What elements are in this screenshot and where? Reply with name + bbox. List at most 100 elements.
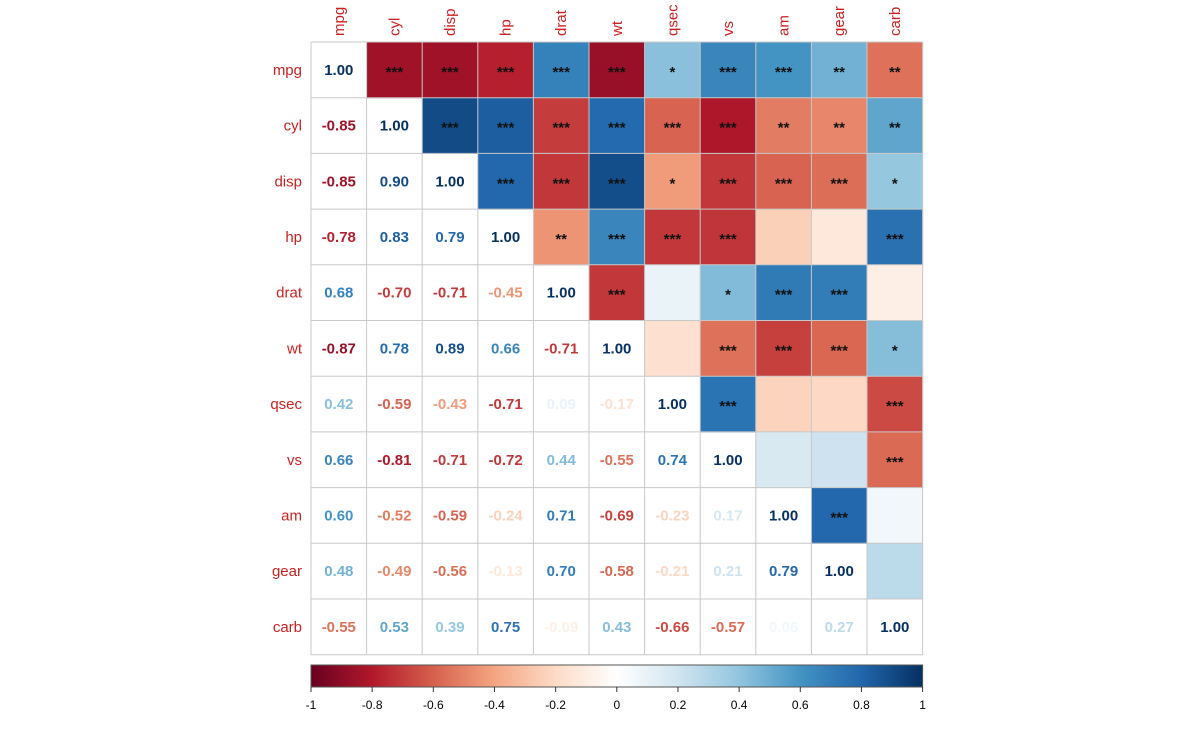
- cell-mpg-drat: [533, 42, 590, 99]
- significance-hp-vs: ***: [719, 231, 737, 248]
- coefficient-am-wt: -0.69: [600, 507, 634, 524]
- coefficient-vs-wt: -0.55: [600, 452, 634, 469]
- significance-hp-qsec: ***: [664, 231, 682, 248]
- cell-mpg-qsec: [644, 42, 701, 99]
- cell-cyl-disp: [422, 97, 479, 154]
- coefficient-gear-drat: 0.70: [547, 563, 576, 580]
- significance-cyl-wt: ***: [608, 120, 626, 137]
- colorbar: -1 -0.8 -0.6 -0.4 -0.2 0 0.2 0.4 0.6 0.8 1: [306, 664, 926, 712]
- coefficient-gear-am: 0.79: [769, 563, 798, 580]
- coefficient-drat-disp: -0.71: [433, 285, 467, 302]
- cell-qsec-gear: [811, 376, 868, 433]
- coefficient-hp-cyl: 0.83: [380, 229, 409, 246]
- coefficient-wt-hp: 0.66: [491, 340, 520, 357]
- coefficient-carb-hp: 0.75: [491, 619, 520, 636]
- colorbar-tick-label: -1: [306, 698, 317, 712]
- cell-disp-am: [755, 153, 812, 210]
- coefficient-disp-disp: 1.00: [435, 173, 464, 190]
- cell-hp-gear: [811, 209, 868, 266]
- coefficient-qsec-drat: 0.09: [547, 396, 576, 413]
- coefficient-carb-wt: 0.43: [602, 619, 631, 636]
- heatmap-grid: [310, 41, 924, 656]
- row-label-carb: carb: [273, 619, 302, 636]
- colorbar-tick-label: 0.6: [792, 698, 809, 712]
- coefficient-drat-cyl: -0.70: [377, 285, 411, 302]
- cell-vs-carb: [867, 431, 924, 489]
- significance-disp-hp: ***: [497, 175, 515, 192]
- cell-wt-carb: [867, 320, 924, 377]
- coefficient-carb-disp: 0.39: [435, 619, 464, 636]
- significance-cyl-am: **: [778, 120, 790, 137]
- significance-qsec-carb: ***: [886, 398, 904, 415]
- significance-disp-qsec: *: [669, 175, 675, 192]
- coefficient-am-hp: -0.24: [488, 507, 523, 524]
- coefficient-carb-qsec: -0.66: [655, 619, 689, 636]
- cell-hp-qsec: [644, 209, 701, 266]
- cell-cyl-qsec: [644, 97, 701, 154]
- coefficient-carb-cyl: 0.53: [380, 619, 409, 636]
- significance-drat-gear: ***: [830, 287, 848, 304]
- significance-mpg-drat: ***: [552, 64, 570, 81]
- cell-wt-gear: [811, 320, 868, 377]
- significance-disp-gear: ***: [830, 175, 848, 192]
- coefficient-vs-qsec: 0.74: [658, 452, 688, 469]
- coefficient-wt-wt: 1.00: [602, 340, 631, 357]
- cell-hp-vs: [700, 209, 757, 266]
- coefficient-gear-wt: -0.58: [600, 563, 634, 580]
- coefficient-qsec-wt: -0.17: [600, 396, 634, 413]
- column-label-hp: hp: [498, 19, 515, 36]
- significance-mpg-hp: ***: [497, 64, 515, 81]
- significance-hp-wt: ***: [608, 231, 626, 248]
- coefficient-cyl-cyl: 1.00: [380, 118, 409, 135]
- column-label-wt: wt: [609, 20, 626, 37]
- significance-drat-am: ***: [775, 287, 793, 304]
- colorbar-tick-label: 1: [919, 698, 926, 712]
- significance-wt-gear: ***: [830, 342, 848, 359]
- coefficient-wt-disp: 0.89: [435, 340, 464, 357]
- coefficient-carb-gear: 0.27: [825, 619, 854, 636]
- significance-mpg-carb: **: [889, 64, 901, 81]
- significance-mpg-cyl: ***: [386, 64, 404, 81]
- cell-cyl-vs: [700, 97, 757, 154]
- column-label-cyl: cyl: [386, 18, 403, 36]
- cell-hp-am: [755, 209, 812, 266]
- coefficient-mpg-mpg: 1.00: [324, 62, 353, 79]
- significance-cyl-qsec: ***: [664, 120, 682, 137]
- column-label-gear: gear: [831, 6, 848, 36]
- coefficient-drat-drat: 1.00: [547, 285, 576, 302]
- significance-disp-vs: ***: [719, 175, 737, 192]
- coefficient-vs-mpg: 0.66: [324, 452, 353, 469]
- significance-cyl-hp: ***: [497, 120, 515, 137]
- cell-wt-qsec: [644, 320, 701, 377]
- cell-drat-wt: [589, 264, 646, 321]
- coefficient-gear-vs: 0.21: [713, 563, 742, 580]
- significance-cyl-vs: ***: [719, 120, 737, 137]
- significance-drat-vs: *: [725, 287, 731, 304]
- coefficient-am-cyl: -0.52: [377, 507, 411, 524]
- significance-drat-wt: ***: [608, 287, 626, 304]
- coefficient-am-vs: 0.17: [713, 507, 742, 524]
- significance-mpg-vs: ***: [719, 64, 737, 81]
- coefficient-hp-hp: 1.00: [491, 229, 520, 246]
- coefficient-wt-drat: -0.71: [544, 340, 578, 357]
- significance-disp-am: ***: [775, 175, 793, 192]
- significance-qsec-vs: ***: [719, 398, 737, 415]
- cell-hp-carb: [867, 209, 924, 266]
- cell-disp-qsec: [644, 153, 701, 210]
- row-label-disp: disp: [274, 173, 302, 190]
- cell-mpg-carb: [867, 42, 924, 99]
- colorbar-gradient: [310, 664, 924, 688]
- cell-hp-wt: [589, 209, 646, 266]
- coefficient-qsec-disp: -0.43: [433, 396, 467, 413]
- cell-mpg-hp: [477, 42, 534, 99]
- coefficient-am-qsec: -0.23: [655, 507, 689, 524]
- significance-am-gear: ***: [830, 509, 848, 526]
- significance-cyl-drat: ***: [552, 120, 570, 137]
- significance-vs-carb: ***: [886, 454, 904, 471]
- coefficient-qsec-cyl: -0.59: [377, 396, 411, 413]
- cell-disp-gear: [811, 153, 868, 210]
- colorbar-tick-label: -0.8: [362, 698, 383, 712]
- row-label-drat: drat: [276, 285, 303, 302]
- row-labels: mpg cyl disp hp drat wt qsec vs am gear carb: [270, 62, 303, 636]
- cell-vs-gear: [811, 431, 868, 489]
